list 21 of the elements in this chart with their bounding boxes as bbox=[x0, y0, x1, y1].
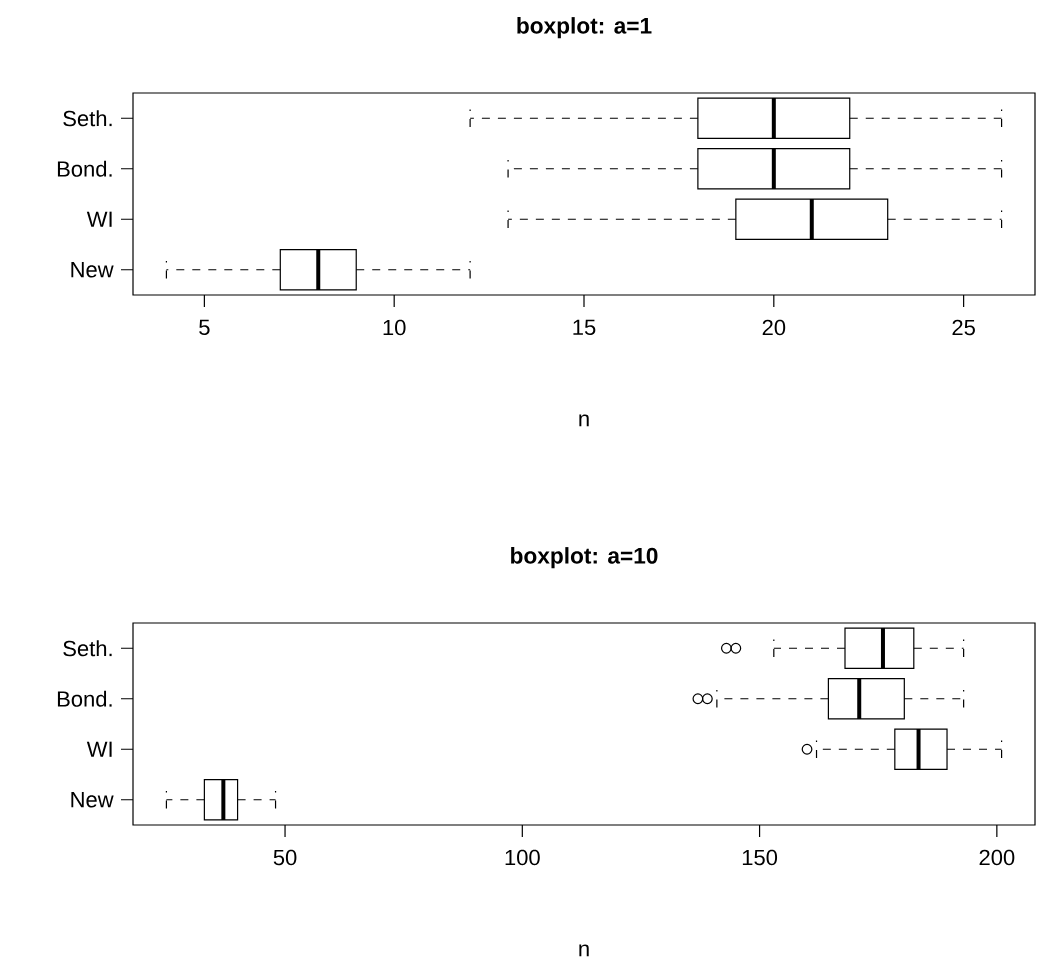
x-tick-label: 150 bbox=[742, 849, 778, 866]
y-tick-label: New bbox=[71, 262, 114, 278]
y-tick-label: WI bbox=[86, 211, 112, 227]
x-tick-label: 20 bbox=[762, 319, 786, 336]
y-tick-label: Bond. bbox=[57, 160, 112, 177]
x-tick-label: 10 bbox=[383, 319, 406, 336]
y-tick-label: Seth. bbox=[63, 640, 112, 657]
x-tick-label: 50 bbox=[273, 849, 297, 866]
x-tick-label: 25 bbox=[952, 319, 975, 336]
y-tick-label: Bond. bbox=[57, 690, 112, 707]
x-axis-title: n bbox=[579, 414, 589, 427]
x-tick-label: 15 bbox=[573, 319, 596, 336]
x-tick-label: 5 bbox=[199, 319, 210, 336]
x-tick-label: 100 bbox=[505, 849, 540, 866]
y-tick-label: WI bbox=[86, 741, 112, 757]
x-tick-label: 200 bbox=[979, 849, 1015, 866]
y-tick-label: Seth. bbox=[63, 110, 112, 127]
x-axis-title: n bbox=[579, 944, 589, 957]
chart-title: boxplot: a=1 bbox=[517, 17, 652, 39]
chart-title: boxplot: a=10 bbox=[511, 547, 658, 569]
y-tick-label: New bbox=[71, 792, 114, 808]
